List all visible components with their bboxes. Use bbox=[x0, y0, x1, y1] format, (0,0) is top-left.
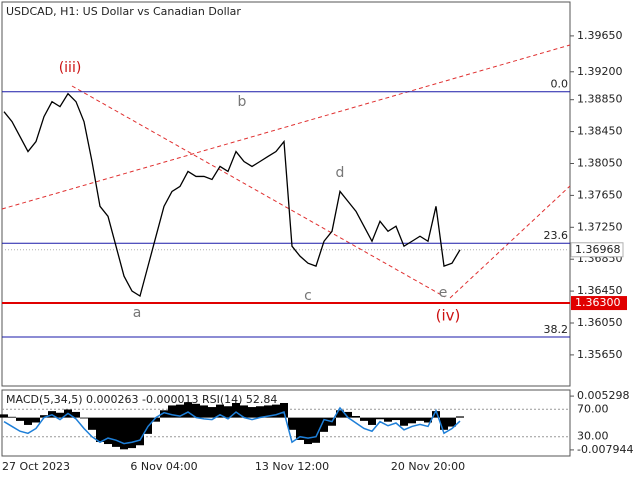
y-tick-label: 1.37650 bbox=[577, 188, 623, 201]
macd-bar bbox=[400, 417, 408, 426]
fib-level-label: 23.6 bbox=[544, 229, 569, 242]
macd-bar bbox=[192, 403, 200, 418]
macd-bar bbox=[288, 417, 296, 430]
trend-line bbox=[449, 185, 571, 299]
fib-level-label: 38.2 bbox=[544, 323, 569, 336]
rsi-line bbox=[3, 406, 461, 445]
y-tick-label: -0.007944 bbox=[577, 443, 633, 456]
macd-bar bbox=[16, 417, 24, 421]
macd-bar bbox=[416, 417, 424, 421]
macd-bar bbox=[0, 414, 8, 418]
macd-bar bbox=[152, 417, 160, 422]
x-tick-label: 20 Nov 20:00 bbox=[391, 460, 465, 473]
indicator-title: MACD(5,34,5) 0.000263 -0.000013 RSI(14) … bbox=[6, 393, 277, 406]
y-tick-label: 1.38850 bbox=[577, 93, 623, 106]
wave-label: d bbox=[336, 165, 345, 181]
macd-bar bbox=[408, 417, 416, 424]
macd-bar bbox=[248, 407, 256, 418]
macd-bar bbox=[384, 417, 392, 422]
y-tick-label: 0.005298 bbox=[577, 389, 630, 402]
y-tick-label: 1.39200 bbox=[577, 65, 623, 78]
y2-tick-label: 30.00 bbox=[577, 430, 609, 443]
macd-bar bbox=[160, 410, 168, 418]
macd-bar bbox=[352, 415, 360, 418]
macd-bar bbox=[88, 417, 96, 430]
wave-label: a bbox=[133, 305, 142, 321]
x-tick-label: 27 Oct 2023 bbox=[2, 460, 70, 473]
y-tick-label: 1.39650 bbox=[577, 29, 623, 42]
wave-label: c bbox=[304, 288, 312, 304]
macd-bar bbox=[280, 402, 288, 418]
trend-line bbox=[71, 85, 446, 298]
macd-bar bbox=[344, 411, 352, 418]
macd-bar bbox=[80, 417, 88, 419]
macd-bar bbox=[304, 417, 312, 445]
macd-bar bbox=[208, 407, 216, 418]
macd-bar bbox=[360, 417, 368, 421]
macd-bar bbox=[112, 417, 120, 447]
macd-bar bbox=[456, 416, 464, 418]
main-frame bbox=[1, 1, 571, 387]
support-label: 1.36300 bbox=[575, 296, 621, 309]
macd-bar bbox=[424, 417, 432, 423]
x-tick-label: 6 Nov 04:00 bbox=[130, 460, 197, 473]
macd-bar bbox=[336, 410, 344, 418]
wave-drawings bbox=[1, 44, 571, 299]
wave-label: (iv) bbox=[436, 307, 461, 325]
indicator-frame bbox=[1, 389, 571, 457]
macd-bar bbox=[440, 417, 448, 430]
macd-bar bbox=[168, 405, 176, 418]
macd-bar bbox=[24, 417, 32, 425]
trend-line bbox=[1, 44, 571, 210]
macd-bar bbox=[232, 402, 240, 418]
macd-bar bbox=[432, 411, 440, 418]
y-tick-label: 1.38450 bbox=[577, 125, 623, 138]
macd-bar bbox=[320, 417, 328, 432]
y2-tick-label: 70.00 bbox=[577, 402, 609, 415]
macd-bar bbox=[120, 417, 128, 450]
chart-title: USDCAD, H1: US Dollar vs Canadian Dollar bbox=[6, 5, 241, 18]
macd-bar bbox=[296, 417, 304, 440]
wave-label: (iii) bbox=[59, 60, 82, 76]
y-tick-label: 1.37250 bbox=[577, 220, 623, 233]
macd-bar bbox=[128, 417, 136, 449]
macd-bar bbox=[104, 417, 112, 445]
fib-level-label: 0.0 bbox=[551, 78, 569, 91]
price-line bbox=[3, 92, 461, 298]
macd-bar bbox=[184, 402, 192, 418]
macd-bar bbox=[200, 405, 208, 418]
wave-label: b bbox=[238, 94, 247, 110]
y-tick-label: 1.36450 bbox=[577, 284, 623, 297]
current-price-box bbox=[570, 242, 624, 258]
macd-bar bbox=[136, 417, 144, 446]
macd-bar bbox=[376, 417, 384, 420]
macd-bar bbox=[448, 417, 456, 427]
y-tick-label: 1.38050 bbox=[577, 156, 623, 169]
x-tick-label: 13 Nov 12:00 bbox=[255, 460, 329, 473]
y-tick-label: 1.36050 bbox=[577, 316, 623, 329]
macd-bar bbox=[392, 417, 400, 421]
macd-bar bbox=[256, 406, 264, 418]
macd-bar bbox=[96, 417, 104, 443]
macd-bar bbox=[8, 416, 16, 418]
macd-bar bbox=[216, 404, 224, 418]
wave-label: e bbox=[439, 285, 448, 301]
macd-bar bbox=[224, 406, 232, 418]
macd-bar bbox=[176, 404, 184, 418]
macd-bar bbox=[240, 405, 248, 418]
macd-bar bbox=[312, 417, 320, 443]
y-tick-label: 1.35650 bbox=[577, 348, 623, 361]
current-price-label: 1.36968 bbox=[575, 243, 621, 256]
support-box bbox=[571, 296, 627, 311]
macd-bar bbox=[264, 405, 272, 418]
macd-bar bbox=[272, 404, 280, 418]
macd-bar bbox=[56, 412, 64, 418]
macd-bar bbox=[40, 415, 48, 418]
macd-bar bbox=[32, 417, 40, 423]
macd-bar bbox=[368, 417, 376, 425]
macd-bar bbox=[72, 411, 80, 418]
